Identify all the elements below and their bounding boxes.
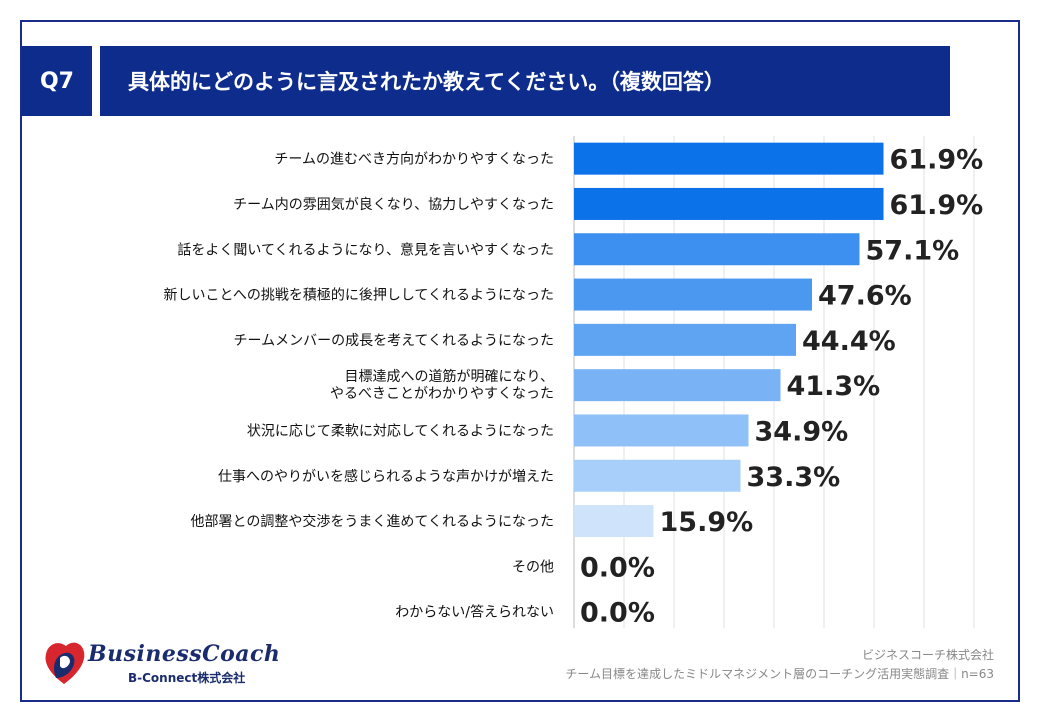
value-label: 0.0%: [580, 598, 655, 629]
bar: [574, 505, 654, 538]
category-label: 話をよく聞いてくれるようになり、意見を言いやすくなった: [177, 241, 554, 258]
category-label: チームの進むべき方向がわかりやすくなった: [274, 152, 554, 168]
bar: [574, 369, 781, 402]
bar: [574, 233, 860, 266]
source-company: ビジネスコーチ株式会社: [861, 648, 994, 662]
bars: [574, 142, 884, 538]
logo-wordmark: BusinessCoach: [88, 641, 281, 667]
chart-frame: Q7 具体的にどのように言及されたか教えてください。（複数回答）: [20, 20, 1020, 702]
value-label: 15.9%: [660, 507, 754, 538]
category-label: その他: [512, 559, 554, 575]
category-label: チームメンバーの成長を考えてくれるようになった: [234, 333, 554, 349]
bar: [574, 142, 884, 175]
logo-subtitle: B-Connect株式会社: [128, 671, 246, 685]
category-label: 仕事へのやりがいを感じられるような声かけが増えた: [218, 468, 554, 485]
category-labels: チームの進むべき方向がわかりやすくなったチーム内の雰囲気が良くなり、協力しやすく…: [164, 152, 554, 621]
bar: [574, 414, 749, 447]
category-label: チーム内の雰囲気が良くなり、協力しやすくなった: [233, 197, 554, 213]
value-label: 41.3%: [787, 371, 881, 402]
question-badge: Q7: [22, 46, 92, 116]
logo-heart-icon: [45, 642, 85, 684]
bar: [574, 187, 884, 220]
question-title: 具体的にどのように言及されたか教えてください。（複数回答）: [92, 46, 950, 116]
category-label: 他部署との調整や交渉をうまく進めてくれるようになった: [191, 513, 554, 530]
value-label: 44.4%: [802, 326, 896, 357]
source-survey: チーム目標を達成したミドルマネジメント層のコーチング活用実態調査｜n=63: [565, 667, 994, 681]
value-label: 47.6%: [818, 281, 912, 312]
bar: [574, 278, 812, 311]
category-label: 新しいことへの挑戦を積極的に後押ししてくれるようになった: [164, 288, 554, 304]
category-label: わからない/答えられない: [395, 604, 554, 621]
value-label: 33.3%: [747, 462, 841, 493]
value-label: 0.0%: [580, 552, 655, 583]
value-label: 61.9%: [890, 145, 984, 176]
value-label: 57.1%: [866, 235, 960, 266]
bar: [574, 459, 741, 492]
category-label: 目標達成への道筋が明確になり、やるべきことがわかりやすくなった: [330, 368, 554, 402]
value-labels: 61.9% 61.9% 57.1% 47.6% 44.4% 41.3% 34.9% 33.3%…: [580, 145, 983, 629]
category-label: 状況に応じて柔軟に対応してくれるようになった: [247, 423, 554, 439]
bar: [574, 323, 796, 356]
value-label: 61.9%: [890, 190, 984, 221]
value-label: 34.9%: [755, 416, 849, 447]
